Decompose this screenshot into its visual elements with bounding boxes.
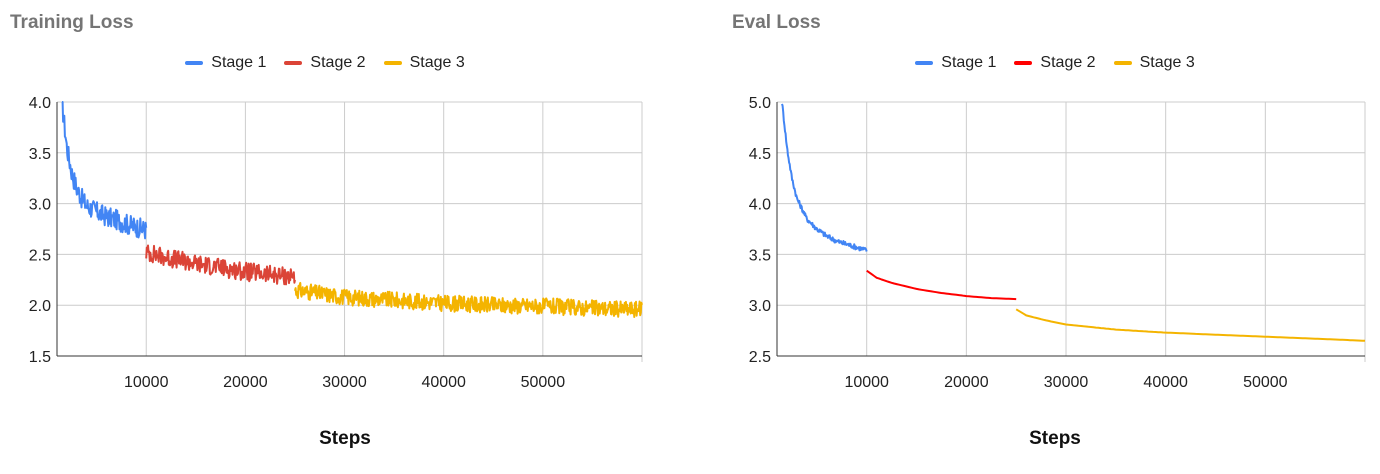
x-axis-label: Steps (319, 428, 371, 449)
y-tick-label: 1.5 (29, 349, 51, 366)
legend-label: Stage 1 (941, 54, 997, 71)
legend-label: Stage 1 (211, 54, 267, 71)
y-tick-label: 4.0 (29, 95, 51, 112)
y-tick-label: 4.5 (749, 146, 771, 163)
legend-item-stage-2[interactable]: Stage 2 (284, 54, 366, 72)
legend-swatch (1113, 61, 1132, 65)
x-tick-label: 50000 (521, 374, 566, 391)
series-line-stage-3 (294, 281, 643, 318)
legend-label: Stage 3 (1139, 54, 1195, 71)
y-tick-label: 3.5 (749, 247, 771, 264)
legend-swatch (1014, 61, 1033, 65)
eval-loss-plot: 5.0 4.5 4.0 3.5 3.0 2.5 10000 20000 30000 40000 50… (749, 95, 1366, 391)
legend-swatch (915, 61, 934, 65)
x-tick-label: 20000 (223, 374, 268, 391)
series-line-stage-1 (781, 103, 868, 252)
eval-loss-panel: Eval Loss Stage 1 Stage 2 Stage 3 5.0 4.5… (690, 0, 1380, 474)
x-tick-label: 10000 (124, 374, 169, 391)
series-line-stage-3 (1015, 308, 1366, 342)
x-tick-label: 30000 (1044, 374, 1089, 391)
legend-label: Stage 2 (310, 54, 366, 71)
chart-title: Eval Loss (732, 12, 821, 33)
series-line-stage-1 (61, 101, 148, 240)
y-tick-label: 2.5 (749, 349, 771, 366)
y-tick-label: 2.5 (29, 247, 51, 264)
x-tick-label: 40000 (421, 374, 466, 391)
legend: Stage 1 Stage 2 Stage 3 (0, 54, 670, 72)
training-loss-plot: 4.0 3.5 3.0 2.5 2.0 1.5 10000 20000 30000 40000 50… (29, 95, 643, 391)
y-tick-label: 3.5 (29, 146, 51, 163)
gridlines (777, 101, 1366, 362)
y-tick-label: 3.0 (749, 298, 771, 315)
x-tick-label: 10000 (844, 374, 889, 391)
legend-swatch (284, 61, 303, 65)
x-axis-label: Steps (1029, 428, 1081, 449)
legend-item-stage-1[interactable]: Stage 1 (185, 54, 266, 72)
chart-title: Training Loss (10, 12, 134, 33)
legend-label: Stage 3 (409, 54, 465, 71)
y-tick-label: 5.0 (749, 95, 771, 112)
x-tick-label: 50000 (1243, 374, 1288, 391)
legend-swatch (185, 61, 204, 65)
legend: Stage 1 Stage 2 Stage 3 (710, 54, 1380, 72)
x-tick-label: 30000 (322, 374, 367, 391)
legend-label: Stage 2 (1040, 54, 1096, 71)
legend-item-stage-2[interactable]: Stage 2 (1014, 54, 1096, 72)
series-line-stage-2 (866, 269, 1017, 301)
legend-item-stage-3[interactable]: Stage 3 (1113, 54, 1195, 72)
y-tick-label: 4.0 (749, 197, 771, 214)
x-tick-label: 40000 (1143, 374, 1188, 391)
legend-item-stage-3[interactable]: Stage 3 (383, 54, 465, 72)
legend-item-stage-1[interactable]: Stage 1 (915, 54, 996, 72)
legend-swatch (383, 61, 402, 65)
series-line-stage-2 (145, 244, 296, 286)
training-loss-panel: Training Loss Stage 1 Stage 2 Stage 3 4.… (0, 12, 670, 449)
y-tick-label: 2.0 (29, 298, 51, 315)
x-tick-label: 20000 (944, 374, 989, 391)
y-tick-label: 3.0 (29, 197, 51, 214)
